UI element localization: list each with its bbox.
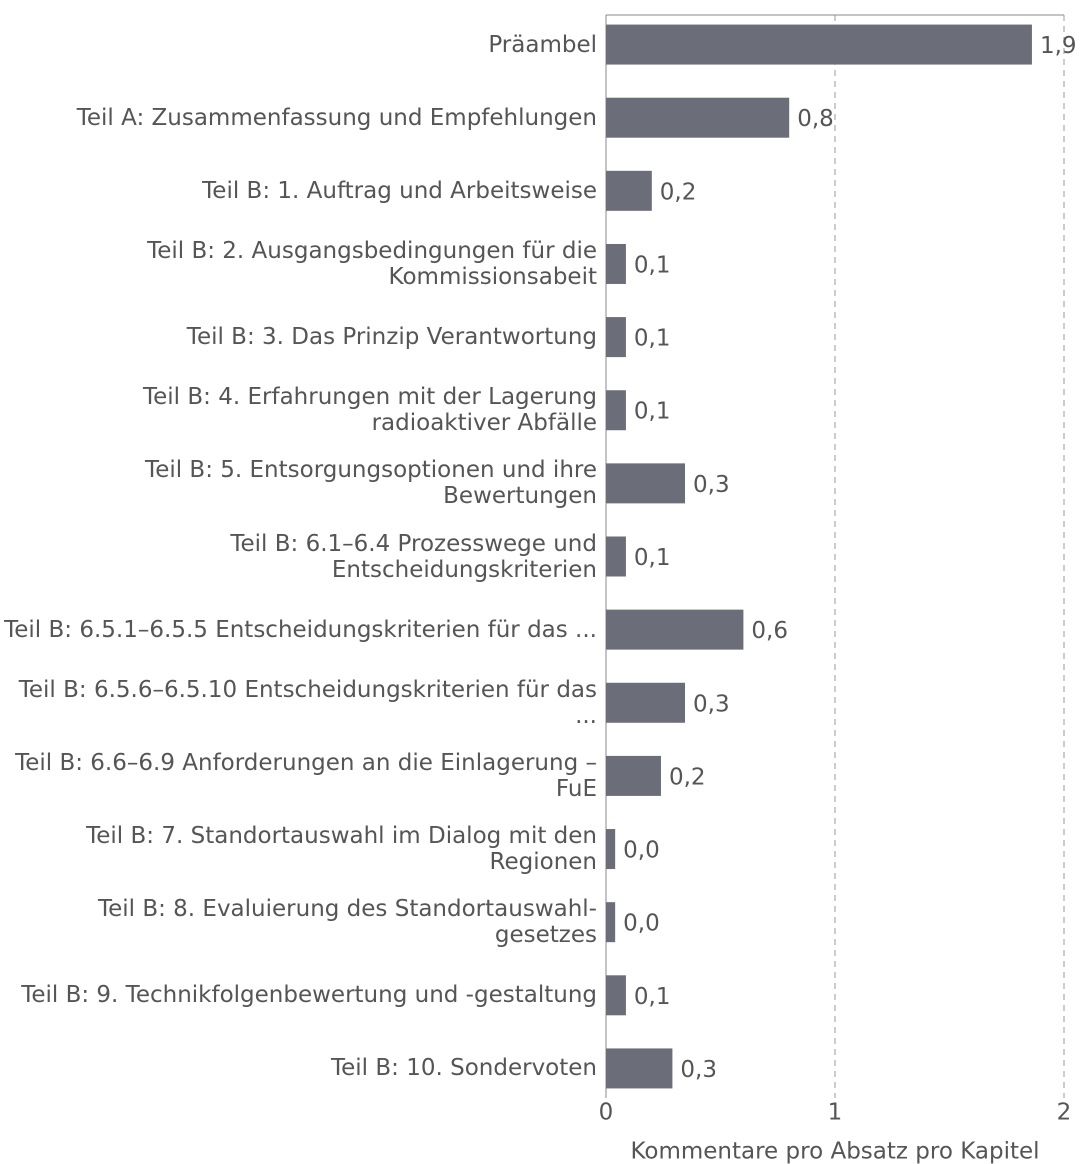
y-tick-label: Teil B: 6.6–6.9 Anforderungen an die Ein… (15, 749, 597, 802)
bar (606, 755, 661, 796)
bar (606, 902, 616, 943)
value-label: 0,3 (693, 472, 730, 498)
bar (606, 682, 686, 723)
y-tick-label: Teil B: 6.5.1–6.5.5 Entscheidungskriteri… (4, 616, 597, 643)
x-tick-label: 0 (599, 1100, 614, 1126)
bar (606, 24, 1032, 65)
y-tick-label: Teil B: 6.5.6–6.5.10 Entscheidungskriter… (18, 676, 597, 729)
value-label: 1,9 (1040, 33, 1077, 59)
value-label: 0,6 (751, 618, 788, 644)
bar (606, 609, 744, 650)
bar (606, 975, 626, 1016)
bar (606, 97, 790, 138)
bar (606, 317, 626, 358)
y-tick-label: Teil B: 4. Erfahrungen mit der Lagerung … (143, 384, 597, 437)
x-tick-label: 1 (828, 1100, 843, 1126)
value-label: 0,3 (680, 1057, 717, 1083)
bar (606, 243, 626, 284)
y-tick-label: Teil B: 9. Technikfolgenbewertung und -g… (21, 982, 597, 1009)
value-label: 0,1 (634, 399, 671, 425)
bar (606, 463, 686, 504)
value-label: 0,1 (634, 984, 671, 1010)
bar (606, 536, 626, 577)
y-tick-label: Teil B: 5. Entsorgungsoptionen und ihre … (145, 457, 597, 510)
y-tick-label: Teil B: 3. Das Prinzip Verantwortung (186, 324, 597, 351)
y-tick-label: Teil B: 8. Evaluierung des Standortauswa… (97, 896, 597, 949)
value-label: 0,1 (634, 545, 671, 571)
bar (606, 390, 626, 431)
value-label: 0,8 (797, 106, 834, 132)
y-tick-label: Teil B: 6.1–6.4 Prozesswege und Entschei… (230, 530, 597, 583)
bar (606, 1048, 673, 1089)
value-label: 0,0 (623, 838, 660, 864)
value-label: 0,0 (623, 911, 660, 937)
y-tick-label: Teil A: Zusammenfassung und Empfehlungen (76, 104, 597, 131)
x-axis-label: Kommentare pro Absatz pro Kapitel (630, 1139, 1039, 1164)
y-tick-label: Teil B: 7. Standortauswahl im Dialog mit… (86, 823, 597, 876)
y-tick-label: Teil B: 10. Sondervoten (331, 1055, 597, 1082)
y-tick-label: Teil B: 1. Auftrag und Arbeitsweise (202, 177, 597, 204)
value-label: 0,1 (634, 252, 671, 278)
value-label: 0,2 (660, 179, 697, 205)
value-label: 0,2 (669, 764, 706, 790)
bar (606, 829, 616, 870)
y-tick-label: Teil B: 2. Ausgangsbedingungen für die K… (147, 237, 597, 290)
x-tick-label: 2 (1057, 1100, 1072, 1126)
value-label: 0,1 (634, 326, 671, 352)
value-label: 0,3 (693, 691, 730, 717)
bar (606, 170, 652, 211)
y-tick-label: Präambel (488, 31, 597, 58)
